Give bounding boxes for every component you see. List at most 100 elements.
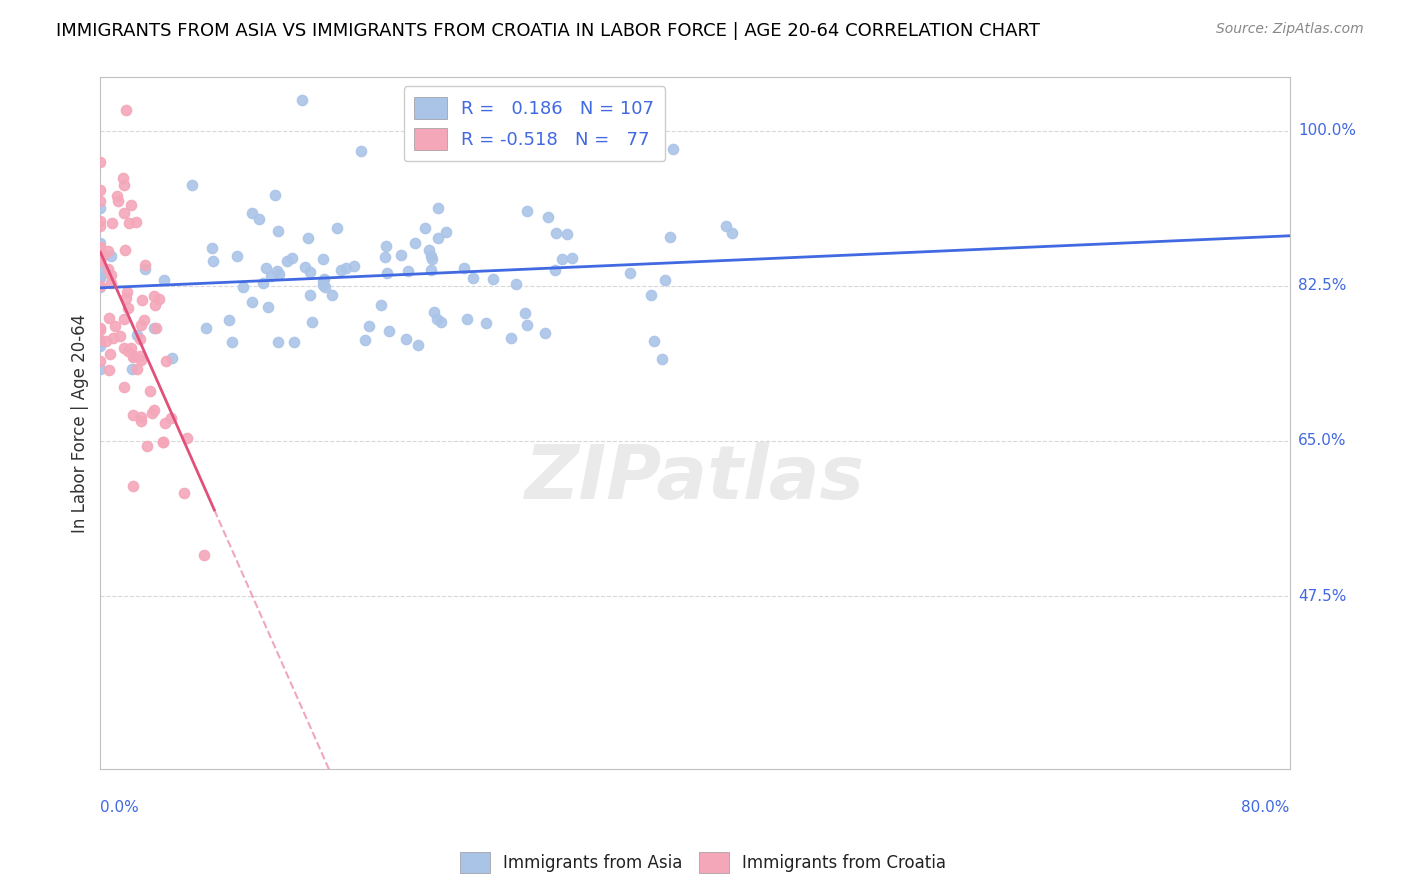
Point: [218, 313, 240, 327]
Point: [120, 198, 142, 212]
Point: [112, 206, 135, 220]
Point: [101, 331, 124, 345]
Point: [201, 241, 224, 255]
Point: [453, 261, 475, 276]
Point: [301, 314, 323, 328]
Point: [267, 334, 290, 349]
Point: [516, 204, 538, 219]
Point: [321, 287, 343, 301]
Point: [129, 409, 152, 424]
Point: [298, 265, 321, 279]
Point: [117, 343, 139, 358]
Point: [118, 216, 141, 230]
Point: [121, 362, 143, 376]
Point: [426, 231, 449, 245]
Point: [139, 384, 162, 398]
Point: [561, 251, 583, 265]
Point: [311, 274, 333, 288]
Point: [142, 403, 165, 417]
Point: [546, 226, 568, 240]
Point: [160, 410, 183, 425]
Point: [153, 416, 176, 430]
Point: [89, 321, 111, 335]
Text: 0.0%: 0.0%: [100, 799, 139, 814]
Point: [311, 252, 333, 266]
Legend: R =   0.186   N = 107, R = -0.518   N =   77: R = 0.186 N = 107, R = -0.518 N = 77: [404, 87, 665, 161]
Point: [89, 333, 111, 347]
Point: [155, 354, 177, 368]
Point: [194, 321, 217, 335]
Point: [413, 221, 436, 235]
Point: [122, 478, 145, 492]
Point: [141, 406, 163, 420]
Legend: Immigrants from Asia, Immigrants from Croatia: Immigrants from Asia, Immigrants from Cr…: [453, 846, 953, 880]
Point: [89, 279, 111, 293]
Point: [89, 252, 111, 267]
Point: [98, 347, 121, 361]
Point: [256, 301, 278, 315]
Y-axis label: In Labor Force | Age 20-64: In Labor Force | Age 20-64: [72, 314, 89, 533]
Point: [107, 194, 129, 208]
Text: 100.0%: 100.0%: [1298, 123, 1355, 138]
Point: [89, 183, 111, 197]
Point: [201, 254, 224, 268]
Point: [551, 252, 574, 266]
Point: [112, 178, 135, 193]
Point: [134, 262, 156, 277]
Point: [152, 273, 174, 287]
Point: [221, 335, 243, 350]
Point: [89, 201, 111, 215]
Point: [134, 258, 156, 272]
Point: [89, 323, 111, 337]
Point: [122, 349, 145, 363]
Point: [311, 277, 333, 292]
Point: [419, 249, 441, 263]
Point: [128, 333, 150, 347]
Point: [426, 202, 449, 216]
Point: [378, 324, 401, 338]
Point: [89, 269, 111, 284]
Point: [97, 261, 120, 276]
Point: [97, 244, 120, 258]
Point: [326, 221, 349, 235]
Point: [662, 142, 685, 156]
Point: [89, 253, 111, 268]
Point: [505, 277, 527, 291]
Point: [375, 266, 398, 280]
Point: [115, 103, 138, 118]
Point: [143, 289, 166, 303]
Point: [104, 319, 127, 334]
Point: [423, 305, 446, 319]
Point: [247, 212, 270, 227]
Text: ZIPatlas: ZIPatlas: [524, 442, 865, 515]
Point: [124, 215, 146, 229]
Point: [89, 240, 111, 254]
Point: [125, 327, 148, 342]
Point: [297, 231, 319, 245]
Point: [89, 339, 111, 353]
Point: [89, 213, 111, 227]
Point: [89, 194, 111, 208]
Point: [160, 351, 183, 365]
Point: [260, 268, 283, 283]
Point: [374, 239, 396, 253]
Point: [89, 279, 111, 293]
Point: [659, 230, 682, 244]
Point: [89, 334, 111, 349]
Point: [533, 326, 555, 340]
Point: [152, 434, 174, 449]
Point: [350, 145, 373, 159]
Point: [101, 216, 124, 230]
Point: [131, 353, 153, 368]
Point: [226, 249, 249, 263]
Point: [267, 224, 290, 238]
Point: [252, 276, 274, 290]
Point: [232, 279, 254, 293]
Point: [240, 205, 263, 219]
Text: 80.0%: 80.0%: [1241, 799, 1289, 814]
Text: IMMIGRANTS FROM ASIA VS IMMIGRANTS FROM CROATIA IN LABOR FORCE | AGE 20-64 CORRE: IMMIGRANTS FROM ASIA VS IMMIGRANTS FROM …: [56, 22, 1040, 40]
Point: [114, 291, 136, 305]
Point: [145, 320, 167, 334]
Text: 82.5%: 82.5%: [1298, 278, 1346, 293]
Point: [291, 93, 314, 107]
